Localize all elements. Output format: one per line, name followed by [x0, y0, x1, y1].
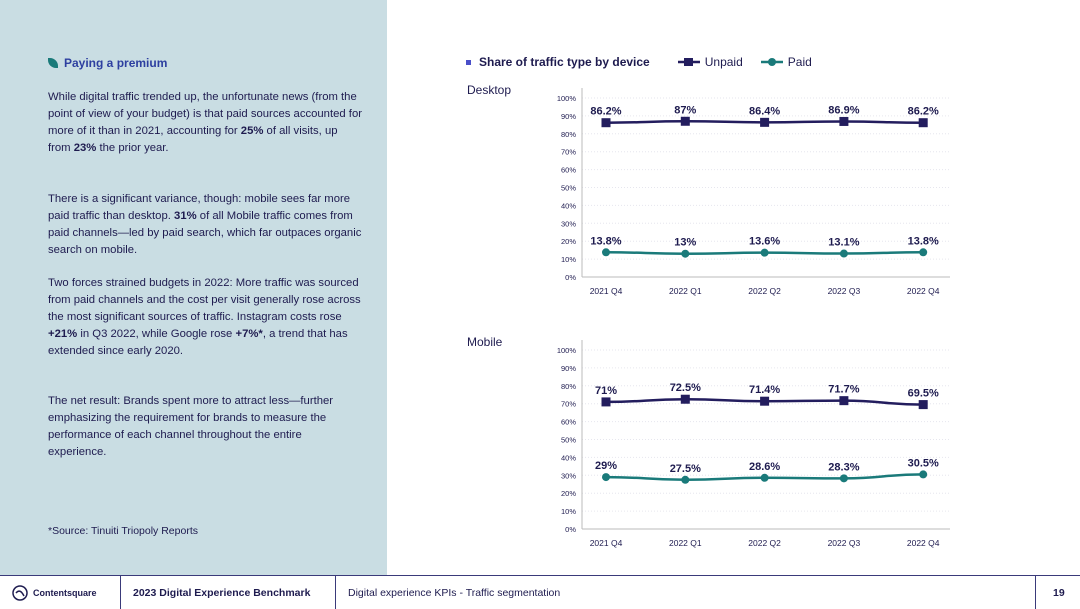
y-tick-label: 60%	[561, 418, 576, 427]
y-tick-label: 0%	[565, 273, 576, 282]
data-label: 27.5%	[670, 463, 701, 475]
y-tick-label: 90%	[561, 364, 576, 373]
page-number: 19	[1035, 576, 1065, 609]
chart-title: Share of traffic type by device	[479, 55, 650, 69]
legend-paid: Paid	[760, 55, 812, 69]
x-tick-label: 2022 Q1	[669, 286, 702, 296]
left-panel: Paying a premium While digital traffic t…	[0, 0, 387, 575]
data-point-paid	[839, 474, 848, 483]
data-label: 28.6%	[749, 461, 780, 473]
y-tick-label: 0%	[565, 525, 576, 534]
y-tick-label: 70%	[561, 148, 576, 157]
x-tick-label: 2022 Q3	[828, 286, 861, 296]
x-tick-label: 2021 Q4	[590, 538, 623, 548]
data-point-paid	[681, 249, 690, 258]
y-tick-label: 20%	[561, 489, 576, 498]
y-tick-label: 10%	[561, 507, 576, 516]
data-label: 69.5%	[908, 388, 939, 400]
leaf-icon	[48, 58, 58, 68]
x-tick-label: 2022 Q2	[748, 286, 781, 296]
y-tick-label: 10%	[561, 255, 576, 264]
y-tick-label: 100%	[557, 94, 577, 103]
data-point-paid	[760, 248, 769, 257]
data-point-paid	[602, 473, 610, 482]
data-point-unpaid	[918, 400, 928, 410]
y-tick-label: 80%	[561, 130, 576, 139]
data-label: 86.9%	[828, 104, 859, 116]
desktop-label: Desktop	[467, 83, 512, 97]
y-tick-label: 50%	[561, 184, 576, 193]
paragraph-4: The net result: Brands spent more to att…	[48, 395, 334, 458]
footer-report: 2023 Digital Experience Benchmark	[120, 576, 310, 609]
data-label: 30.5%	[908, 457, 939, 469]
data-point-unpaid	[839, 116, 849, 126]
data-label: 87%	[674, 104, 696, 116]
x-tick-label: 2022 Q1	[669, 538, 702, 548]
data-point-paid	[681, 475, 690, 484]
chart-legend: Share of traffic type by device Unpaid P…	[466, 55, 830, 69]
x-tick-label: 2022 Q4	[907, 538, 940, 548]
y-tick-label: 60%	[561, 166, 576, 175]
data-label: 13.8%	[590, 235, 621, 247]
data-label: 72.5%	[670, 382, 701, 394]
data-point-paid	[919, 470, 928, 479]
data-point-paid	[919, 248, 928, 257]
data-point-unpaid	[680, 116, 690, 126]
y-tick-label: 30%	[561, 219, 576, 228]
footer-logo: Contentsquare	[12, 576, 97, 609]
data-label: 13.8%	[908, 235, 939, 247]
legend-unpaid: Unpaid	[677, 55, 743, 69]
data-point-unpaid	[760, 396, 770, 406]
data-label: 71.7%	[828, 384, 859, 396]
data-label: 28.3%	[828, 461, 859, 473]
data-point-unpaid	[839, 396, 849, 406]
desktop-chart: 0% 10% 20% 30% 40% 50% 60% 70% 80% 90% 100% 2021 Q4…	[557, 88, 950, 296]
data-point-unpaid	[918, 118, 928, 128]
y-tick-label: 40%	[561, 453, 576, 462]
contentsquare-logo-icon	[12, 584, 28, 601]
paragraph-2: There is a significant variance, though:…	[48, 193, 362, 256]
data-label: 13.1%	[828, 237, 859, 249]
y-tick-label: 80%	[561, 382, 576, 391]
section-title: Paying a premium	[48, 56, 167, 70]
mobile-chart: 0% 10% 20% 30% 40% 50% 60% 70% 80% 90% 100% 2021 Q4…	[557, 340, 950, 548]
data-label: 13%	[674, 237, 696, 249]
data-point-paid	[839, 249, 848, 258]
footer: Contentsquare 2023 Digital Experience Be…	[0, 575, 1080, 609]
data-label: 86.2%	[908, 106, 939, 118]
data-point-unpaid	[680, 394, 690, 404]
mobile-label: Mobile	[467, 335, 503, 349]
x-tick-label: 2022 Q4	[907, 286, 940, 296]
data-point-unpaid	[760, 117, 770, 127]
y-tick-label: 100%	[557, 346, 577, 355]
data-label: 71%	[595, 385, 617, 397]
data-point-unpaid	[601, 118, 611, 128]
data-point-unpaid	[601, 397, 611, 407]
data-label: 86.4%	[749, 105, 780, 117]
data-label: 86.2%	[590, 106, 621, 118]
footer-section: Digital experience KPIs - Traffic segmen…	[335, 576, 560, 609]
paragraph-3: Two forces strained budgets in 2022: Mor…	[48, 277, 361, 357]
section-title-text: Paying a premium	[64, 56, 168, 70]
unpaid-marker-icon	[677, 58, 700, 66]
y-tick-label: 30%	[561, 471, 576, 480]
y-tick-label: 70%	[561, 400, 576, 409]
y-tick-label: 50%	[561, 436, 576, 445]
title-bullet-icon	[466, 59, 471, 65]
x-tick-label: 2022 Q3	[828, 538, 861, 548]
x-tick-label: 2022 Q2	[748, 538, 781, 548]
data-point-paid	[602, 248, 610, 257]
paragraph-1: While digital traffic trended up, the un…	[48, 91, 362, 154]
data-label: 71.4%	[749, 384, 780, 396]
paid-marker-icon	[760, 58, 783, 66]
source-note: *Source: Tinuiti Triopoly Reports	[48, 525, 198, 537]
x-tick-label: 2021 Q4	[590, 286, 623, 296]
y-tick-label: 40%	[561, 201, 576, 210]
y-tick-label: 90%	[561, 112, 576, 121]
y-tick-label: 20%	[561, 237, 576, 246]
data-point-paid	[760, 473, 769, 482]
data-label: 13.6%	[749, 236, 780, 248]
data-label: 29%	[595, 460, 617, 472]
